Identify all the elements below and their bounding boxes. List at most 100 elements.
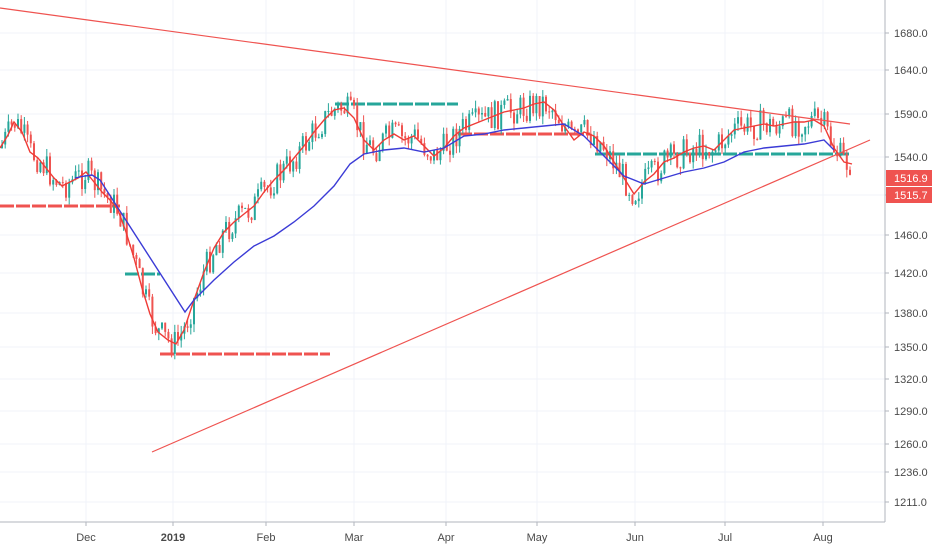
candle-body: [55, 180, 58, 185]
candle-body: [1, 144, 3, 148]
candle-body: [810, 115, 813, 127]
candle-body: [317, 137, 320, 139]
candle-body: [673, 144, 675, 154]
price-tick-label: 1540.0: [894, 152, 928, 164]
candle-body: [493, 101, 496, 129]
candle-body: [801, 134, 803, 137]
candle-body: [637, 198, 640, 202]
candle-body: [538, 96, 541, 117]
time-tick-label: May: [527, 532, 548, 544]
candle-body: [394, 122, 397, 125]
candle-body: [279, 164, 282, 181]
candle-body: [218, 244, 221, 253]
candle-body: [196, 292, 199, 299]
candle-body: [20, 119, 23, 133]
candle-body: [647, 167, 650, 169]
candle-body: [253, 196, 256, 220]
candle-body: [410, 135, 413, 144]
candle-body: [839, 142, 842, 157]
candle-body: [148, 289, 151, 297]
candle-body: [737, 117, 739, 124]
candle-body: [298, 146, 301, 169]
candle-body: [541, 96, 544, 117]
candle-body: [186, 326, 189, 328]
candle-body: [81, 170, 83, 190]
candle-body: [177, 332, 179, 341]
candle-body: [781, 116, 784, 127]
candle-body: [321, 134, 323, 138]
candle-body: [589, 133, 592, 145]
candle-body: [157, 328, 160, 334]
candle-body: [365, 144, 368, 154]
candle-body: [215, 244, 218, 256]
candle-body: [135, 255, 138, 259]
price-tick-label: 1211.0: [894, 497, 927, 509]
time-tick-label: Jun: [626, 532, 644, 544]
candle-body: [449, 150, 451, 155]
candle-body: [522, 97, 525, 116]
candle-body: [765, 123, 768, 133]
candle-body: [445, 133, 448, 151]
candle-body: [458, 128, 461, 147]
candle-body: [42, 162, 45, 174]
candle-body: [87, 160, 90, 181]
candle-body: [429, 156, 432, 161]
candle-body: [26, 124, 29, 135]
candle-body: [391, 122, 394, 138]
candle-body: [660, 173, 663, 182]
candle-body: [426, 154, 429, 157]
candle-body: [285, 156, 288, 164]
candle-body: [455, 128, 458, 147]
candle-body: [487, 107, 490, 117]
candle-body: [23, 124, 26, 133]
time-tick-label: Jul: [718, 532, 732, 544]
candle-body: [817, 108, 819, 118]
candle-body: [689, 153, 691, 163]
candle-body: [596, 136, 599, 152]
candle-body: [247, 207, 250, 218]
candle-body: [849, 169, 851, 175]
candle-body: [45, 156, 48, 174]
time-axis-background: [0, 522, 932, 550]
candle-body: [577, 129, 579, 132]
candle-body: [138, 258, 141, 269]
candle-body: [669, 144, 672, 158]
candle-body: [813, 108, 816, 116]
candle-body: [705, 152, 707, 160]
candle-body: [324, 111, 327, 135]
candlesticks: [1, 90, 851, 360]
candle-body: [497, 101, 499, 130]
candle-body: [506, 99, 509, 101]
moving-average-slow: [74, 123, 835, 314]
candle-body: [605, 149, 608, 160]
candle-body: [378, 149, 381, 162]
candle-body: [241, 205, 243, 209]
candle-body: [692, 148, 695, 163]
candle-body: [154, 326, 157, 334]
candle-body: [103, 189, 106, 194]
candle-body: [695, 148, 698, 156]
candle-body: [676, 153, 679, 168]
current-price-labels: 1516.9 1515.7: [886, 170, 932, 203]
candle-body: [388, 125, 391, 138]
time-axis[interactable]: Dec 2019 Feb Mar Apr May Jun Jul Aug: [76, 522, 833, 544]
lower-trendline: [151, 139, 871, 453]
candle-body: [234, 218, 237, 234]
price-tick-label: 1460.0: [894, 230, 928, 242]
candle-body: [36, 160, 39, 172]
candle-body: [164, 322, 167, 332]
price-tick-label: 1380.0: [894, 308, 928, 320]
candle-body: [353, 99, 355, 106]
candle-body: [4, 131, 7, 145]
price-label-value: 1516.9: [894, 173, 928, 185]
candle-body: [733, 123, 736, 135]
candle-body: [359, 122, 362, 131]
candle-body: [308, 142, 311, 151]
time-tick-label: 2019: [161, 532, 185, 544]
candle-body: [340, 103, 343, 111]
price-tick-label: 1260.0: [894, 439, 928, 451]
candle-body: [465, 119, 467, 130]
candle-body: [193, 298, 195, 325]
candle-body: [500, 104, 503, 130]
